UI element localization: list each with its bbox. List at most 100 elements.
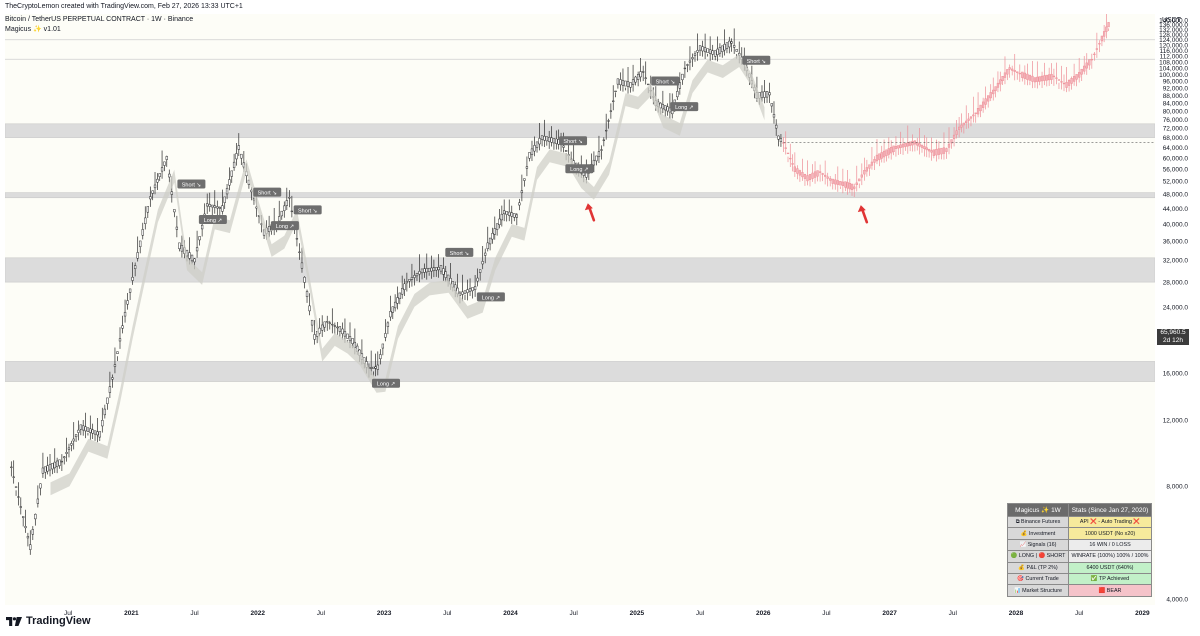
time-tick-label: Jul: [190, 610, 199, 617]
price-tick-label: 104,000.0: [1159, 66, 1188, 73]
candle-body: [965, 120, 968, 124]
signal-badge: [651, 76, 680, 86]
candle-body: [826, 176, 829, 179]
candle-body: [446, 274, 450, 282]
candle-body: [131, 276, 134, 281]
candle-body: [691, 57, 694, 60]
candle-body: [831, 178, 834, 184]
candle-body: [892, 145, 895, 152]
candle-body: [994, 86, 997, 91]
candle-body: [396, 297, 399, 304]
candle-body: [981, 101, 985, 108]
candle-body: [74, 434, 78, 438]
candle-body: [195, 247, 199, 252]
candle-body: [1011, 68, 1014, 71]
candle-body: [313, 334, 316, 340]
price-tick-label: 112,000.0: [1160, 54, 1189, 61]
candle-body: [410, 277, 414, 280]
candle-body: [829, 178, 832, 181]
candle-body: [789, 157, 792, 160]
signal-label: Short ↘: [298, 208, 318, 214]
candle-body: [853, 186, 856, 189]
candle-body: [338, 326, 342, 332]
tradingview-logo[interactable]: TradingView: [6, 614, 91, 628]
candle-body: [123, 311, 127, 317]
candle-body: [82, 425, 85, 431]
signal-badge: [670, 102, 699, 112]
candle-body: [865, 167, 869, 172]
candle-body: [353, 341, 357, 348]
candle-body: [498, 218, 501, 225]
candle-body: [760, 91, 764, 99]
candle-body: [336, 326, 339, 329]
candle-body: [1105, 26, 1108, 32]
price-chart[interactable]: Short ↘ Long ↗ Short ↘ Long ↗ Short ↘ Short ↘…: [5, 14, 1155, 605]
price-tick-label: 84,000.0: [1163, 100, 1189, 107]
candle-body: [491, 233, 494, 240]
candle-body: [479, 269, 482, 273]
candle-body: [901, 143, 905, 148]
signal-marker: Short ↘: [651, 76, 680, 86]
signal-badge: [559, 136, 588, 146]
signal-marker: Short ↘: [293, 205, 322, 215]
candle-body: [999, 79, 1002, 85]
candle-body: [341, 328, 344, 335]
candle-body: [505, 211, 508, 215]
candle-body: [725, 42, 729, 49]
sr-zone: [5, 123, 1155, 138]
candle-body: [698, 45, 702, 51]
candle-body: [237, 145, 240, 150]
signal-label: Short ↘: [656, 79, 676, 85]
candle-body: [880, 152, 883, 159]
candle-body: [631, 79, 635, 85]
candle-body: [168, 173, 171, 178]
signal-label: Long ↗: [570, 167, 589, 173]
candle-body: [121, 325, 124, 329]
candle-body: [772, 114, 776, 118]
candle-body: [693, 53, 697, 56]
stats-label: 🟢 LONG | 🔴 SHORT: [1007, 550, 1069, 563]
candle-body: [916, 142, 919, 146]
candle-body: [24, 526, 27, 529]
candle-body: [602, 139, 605, 141]
candle-body: [661, 104, 665, 110]
candle-body: [86, 427, 90, 432]
signal-label: Long ↗: [377, 382, 396, 388]
last-price: 65,960.5: [1160, 329, 1186, 336]
candle-body: [144, 217, 147, 224]
candle-body: [616, 78, 620, 85]
price-tick-label: 52,000.0: [1163, 179, 1189, 186]
candle-body: [12, 476, 15, 478]
candle-body: [723, 44, 726, 51]
candle-body: [791, 163, 794, 165]
chart-area[interactable]: Short ↘ Long ↗ Short ↘ Long ↗ Short ↘ Short ↘…: [5, 14, 1155, 605]
stats-row: 🎯 Current Trade ✅ TP Achieved: [1007, 572, 1152, 586]
signal-badge: [270, 221, 299, 231]
candle-body: [515, 214, 518, 218]
candle-body: [1043, 75, 1046, 81]
candle-body: [67, 447, 71, 450]
candle-body: [128, 288, 132, 293]
candle-body: [221, 205, 224, 212]
candle-body: [300, 262, 304, 269]
candle-body: [106, 397, 109, 404]
candle-body: [550, 137, 553, 143]
candle-body: [940, 147, 943, 155]
candle-body: [476, 277, 479, 282]
candle-body: [972, 114, 975, 117]
signal-label: Short ↘: [450, 251, 470, 257]
candle-body: [103, 408, 106, 416]
candle-body: [1075, 74, 1078, 80]
candle-body: [26, 536, 30, 539]
candle-body: [1060, 81, 1063, 83]
candle-body: [1026, 73, 1029, 80]
candle-body: [621, 80, 625, 86]
candle-body: [609, 110, 613, 112]
candle-body: [158, 173, 161, 177]
indicator-title: Magicus ✨ v1.01: [5, 26, 61, 33]
time-tick-label: 2027: [882, 610, 897, 617]
stats-label: 📊 Market Structure: [1007, 584, 1069, 597]
candle-body: [816, 170, 819, 177]
candle-body: [836, 180, 839, 185]
candle-body: [730, 41, 733, 44]
